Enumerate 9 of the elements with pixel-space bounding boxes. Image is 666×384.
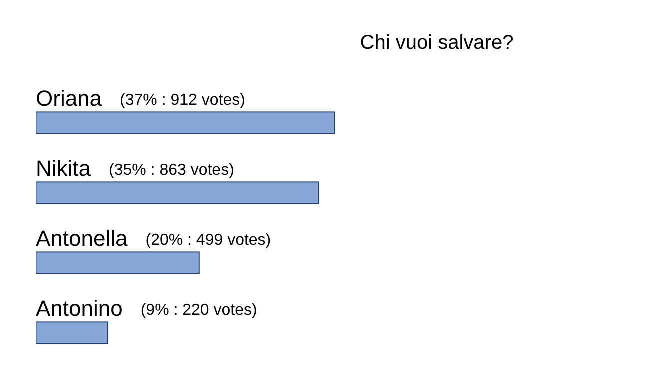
data-label: (37% : 912 votes) (120, 92, 246, 109)
y-tick-label: Oriana (36, 86, 103, 111)
data-label: (9% : 220 votes) (140, 302, 258, 319)
y-tick-label: Antonella (36, 226, 129, 251)
data-label: (20% : 499 votes) (146, 232, 272, 249)
text: Chi vuoi salvare? (360, 32, 514, 54)
y-tick-label: Nikita (36, 156, 92, 181)
y-tick-label: Antonino (36, 296, 123, 321)
data-label: (35% : 863 votes) (109, 162, 234, 179)
